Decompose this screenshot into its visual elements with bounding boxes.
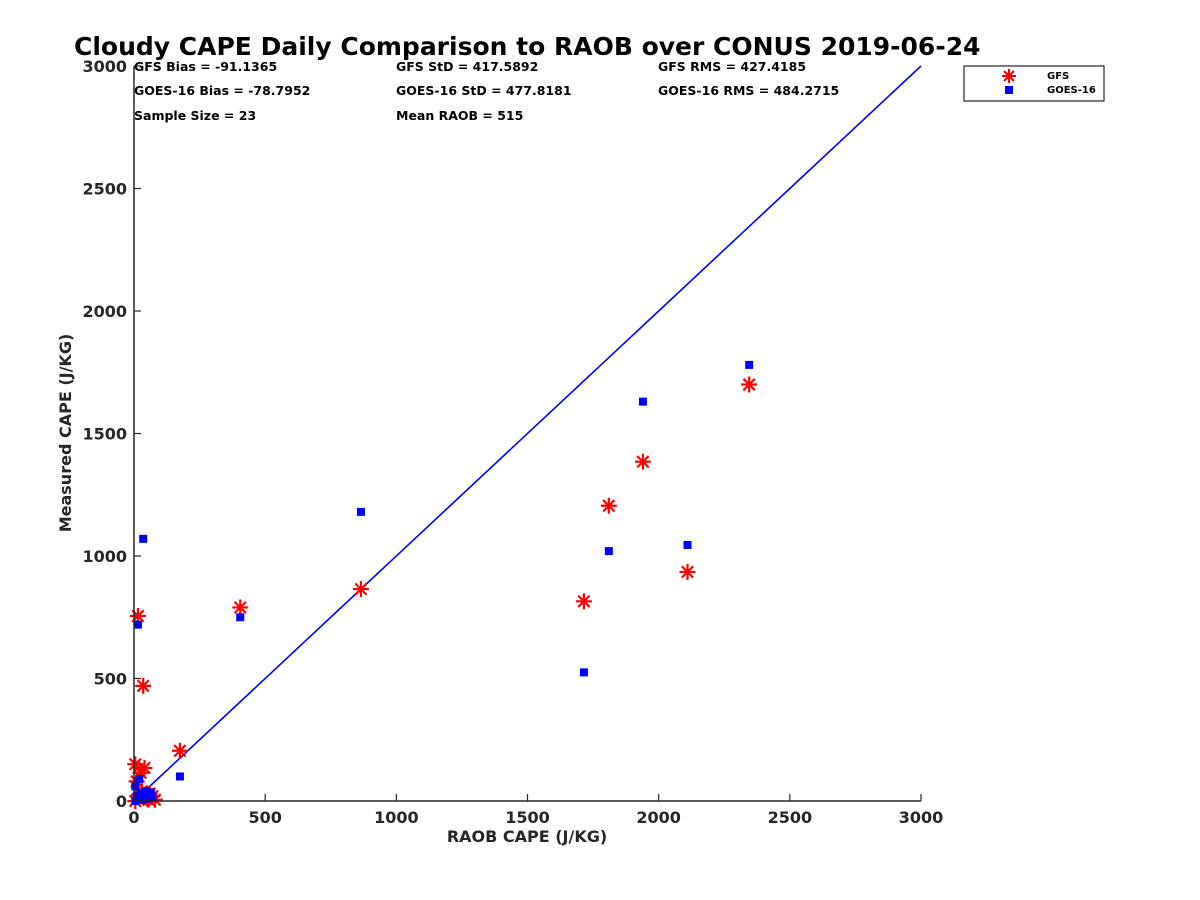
stats-block: GFS Bias = -91.1365 GFS StD = 417.5892 G… [134,59,839,123]
stat-sample-size: Sample Size = 23 [134,108,256,123]
x-tick-label: 1500 [505,808,550,827]
stat-mean-raob: Mean RAOB = 515 [396,108,523,123]
x-axis-label: RAOB CAPE (J/KG) [447,827,607,846]
series-goes-16 [131,360,754,805]
goes16-point [236,613,245,622]
goes16-point [144,794,153,803]
y-tick-label: 1000 [82,547,127,566]
gfs-point [129,608,146,625]
legend-goes-marker [1005,86,1013,94]
gfs-point [135,677,152,694]
legend-gfs-label: GFS [1047,71,1069,82]
legend: GFS GOES-16 [963,65,1105,102]
x-tick-label: 500 [248,808,281,827]
x-tick-label: 2500 [768,808,813,827]
y-tick-label: 2000 [82,302,127,321]
y-axis-label: Measured CAPE (J/KG) [56,334,75,533]
goes16-point [745,360,754,369]
goes16-point [139,534,148,543]
stat-gfs-bias: GFS Bias = -91.1365 [134,59,277,74]
series-gfs [127,376,758,809]
y-tick-label: 3000 [82,57,127,76]
reference-layer [133,65,922,802]
goes16-point [131,782,140,791]
goes16-point [132,792,141,801]
x-tick-label: 3000 [899,808,944,827]
goes16-point [135,774,144,783]
gfs-point [352,581,369,598]
legend-box [963,65,1105,102]
stat-goes-bias: GOES-16 Bias = -78.7952 [134,83,310,98]
y-tick-label: 2500 [82,180,127,199]
gfs-point [171,742,188,759]
x-tick-label: 2000 [636,808,681,827]
tick-layer: 0 500 1000 1500 2000 2500 3000 0 500 1000 1500 2000… [82,57,943,827]
goes16-point [579,668,588,677]
y-tick-label: 500 [94,670,127,689]
goes16-point [137,795,146,804]
legend-gfs-marker [1002,69,1016,83]
x-tick-label: 0 [128,808,139,827]
gfs-point [741,376,758,393]
one-to-one-line [133,65,922,802]
goes16-point [683,540,692,549]
y-tick-label: 0 [116,792,127,811]
stat-gfs-rms: GFS RMS = 427.4185 [658,59,806,74]
legend-goes-label: GOES-16 [1047,85,1096,96]
goes16-point [141,787,150,796]
gfs-point [575,593,592,610]
gfs-point [634,453,651,470]
stat-gfs-std: GFS StD = 417.5892 [396,59,538,74]
goes16-point [175,772,184,781]
goes16-point [638,397,647,406]
gfs-point [232,599,249,616]
x-tick-label: 1000 [374,808,419,827]
gfs-point [600,497,617,514]
goes16-point [356,507,365,516]
stat-goes-rms: GOES-16 RMS = 484.2715 [658,83,839,98]
goes16-point [604,547,613,556]
stat-goes-std: GOES-16 StD = 477.8181 [396,83,572,98]
gfs-point [679,563,696,580]
chart-title: Cloudy CAPE Daily Comparison to RAOB ove… [74,32,980,61]
goes16-point [147,789,156,798]
series-layer [127,360,758,809]
goes16-point [133,620,142,629]
y-tick-label: 1500 [82,425,127,444]
